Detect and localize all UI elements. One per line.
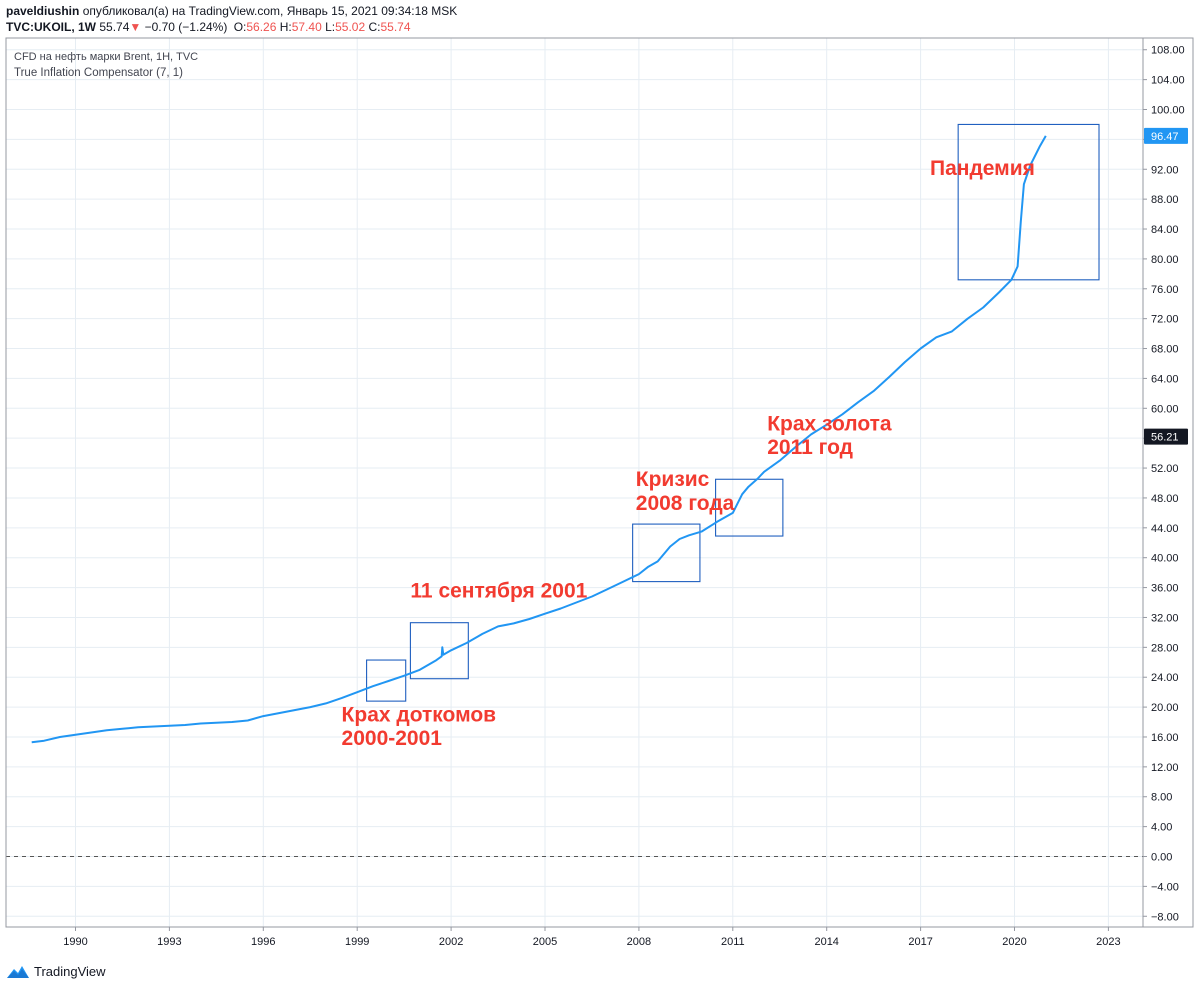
- price-badges: 96.47 56.21: [1144, 127, 1188, 445]
- price-tick-label: 76.00: [1151, 284, 1179, 296]
- low-value: 55.02: [335, 20, 366, 34]
- time-tick-label: 2020: [1002, 936, 1026, 948]
- close-label: C:: [368, 20, 381, 34]
- time-tick-label: 1996: [251, 936, 275, 948]
- price-tick-label: −8.00: [1151, 911, 1179, 923]
- grid: [6, 38, 1143, 927]
- price-tick-label: 44.00: [1151, 523, 1179, 535]
- price-tick-label: 92.00: [1151, 164, 1179, 176]
- price-tick-label: 100.00: [1151, 105, 1185, 117]
- price-tick-label: 36.00: [1151, 583, 1179, 595]
- price-badge: [1144, 428, 1188, 445]
- highlight-box[interactable]: [715, 478, 784, 537]
- annotation-label[interactable]: Пандемия: [930, 157, 1035, 180]
- highlight-box[interactable]: [409, 622, 469, 680]
- price-badge-label: 56.21: [1151, 432, 1179, 444]
- annotation-label[interactable]: Кризис: [636, 468, 710, 491]
- price-tick-label: 16.00: [1151, 732, 1179, 744]
- annotation-label[interactable]: 2008 года: [636, 492, 735, 515]
- published-text: опубликовал(а) на TradingView.com, Январ…: [82, 4, 458, 18]
- price-tick-label: 88.00: [1151, 194, 1179, 206]
- symbol-ohlc-line: TVC:UKOIL, 1W 55.74▼ −0.70 (−1.24%) O:56…: [6, 20, 411, 34]
- last-price: 55.74: [99, 20, 130, 34]
- price-tick-label: 0.00: [1151, 852, 1172, 864]
- time-tick-label: 1993: [157, 936, 181, 948]
- time-tick-label: 2005: [533, 936, 557, 948]
- price-axis[interactable]: 108.00104.00100.0096.0092.0088.0084.0080…: [1142, 38, 1185, 927]
- time-axis[interactable]: 1990 1993 1996 1999 2002 2005 2008 2011 2014 2017…: [6, 926, 1193, 948]
- highlight-boxes: [366, 123, 1100, 702]
- price-tick-label: 60.00: [1151, 403, 1179, 415]
- time-tick-label: 2023: [1096, 936, 1120, 948]
- time-tick-label: 2002: [439, 936, 463, 948]
- footer-brand-text: TradingView: [34, 963, 106, 979]
- legend-indicator-title[interactable]: True Inflation Compensator (7, 1): [14, 67, 183, 79]
- high-label: H:: [279, 20, 292, 34]
- annotation-label[interactable]: 2000-2001: [342, 727, 443, 750]
- price-tick-label: 48.00: [1151, 493, 1179, 505]
- highlight-box[interactable]: [366, 659, 407, 702]
- highlight-box[interactable]: [632, 523, 701, 583]
- price-tick-label: −4.00: [1151, 881, 1179, 893]
- down-arrow-icon: ▼: [129, 20, 142, 34]
- price-tick-label: 52.00: [1151, 463, 1179, 475]
- legend-series-title[interactable]: CFD на нефть марки Brent, 1Н, TVC: [14, 51, 198, 63]
- time-tick-label: 2011: [721, 936, 745, 948]
- time-tick-label: 2014: [814, 936, 838, 948]
- price-tick-label: 72.00: [1151, 314, 1179, 326]
- price-badge: [1144, 127, 1188, 144]
- price-tick-label: 20.00: [1151, 702, 1179, 714]
- price-tick-label: 84.00: [1151, 224, 1179, 236]
- footer-branding[interactable]: TradingView: [6, 963, 106, 979]
- series-line[interactable]: [31, 135, 1047, 744]
- highlight-box[interactable]: [957, 123, 1100, 281]
- price-tick-label: 28.00: [1151, 642, 1179, 654]
- price-tick-label: 24.00: [1151, 672, 1179, 684]
- annotation-label[interactable]: Крах золота: [767, 413, 892, 436]
- annotation-label[interactable]: Крах доткомов: [342, 703, 497, 726]
- symbol-label[interactable]: TVC:UKOIL, 1W: [6, 20, 96, 34]
- price-tick-label: 12.00: [1151, 762, 1179, 774]
- price-tick-label: 104.00: [1151, 75, 1185, 87]
- time-tick-label: 2017: [908, 936, 932, 948]
- low-label: L:: [325, 20, 336, 34]
- time-tick-label: 1999: [345, 936, 369, 948]
- open-value: 56.26: [246, 20, 277, 34]
- price-change: −0.70 (−1.24%): [144, 20, 228, 34]
- publication-line: paveldiushin опубликовал(а) на TradingVi…: [6, 4, 457, 18]
- price-tick-label: 40.00: [1151, 553, 1179, 565]
- time-tick-label: 2008: [627, 936, 651, 948]
- price-badge-label: 96.47: [1151, 131, 1179, 143]
- close-value: 55.74: [380, 20, 411, 34]
- open-label: O:: [233, 20, 247, 34]
- price-tick-label: 4.00: [1151, 822, 1172, 834]
- price-tick-label: 64.00: [1151, 373, 1179, 385]
- high-value: 57.40: [291, 20, 322, 34]
- price-tick-label: 68.00: [1151, 344, 1179, 356]
- price-tick-label: 80.00: [1151, 254, 1179, 266]
- author-name[interactable]: paveldiushin: [6, 4, 80, 18]
- price-tick-label: 32.00: [1151, 612, 1179, 624]
- price-tick-label: 8.00: [1151, 792, 1172, 804]
- annotation-label[interactable]: 11 сентября 2001: [410, 579, 587, 602]
- tradingview-logo-icon: [7, 966, 29, 978]
- price-tick-label: 108.00: [1151, 45, 1185, 57]
- time-tick-label: 1990: [63, 936, 87, 948]
- annotation-label[interactable]: 2011 год: [767, 436, 853, 459]
